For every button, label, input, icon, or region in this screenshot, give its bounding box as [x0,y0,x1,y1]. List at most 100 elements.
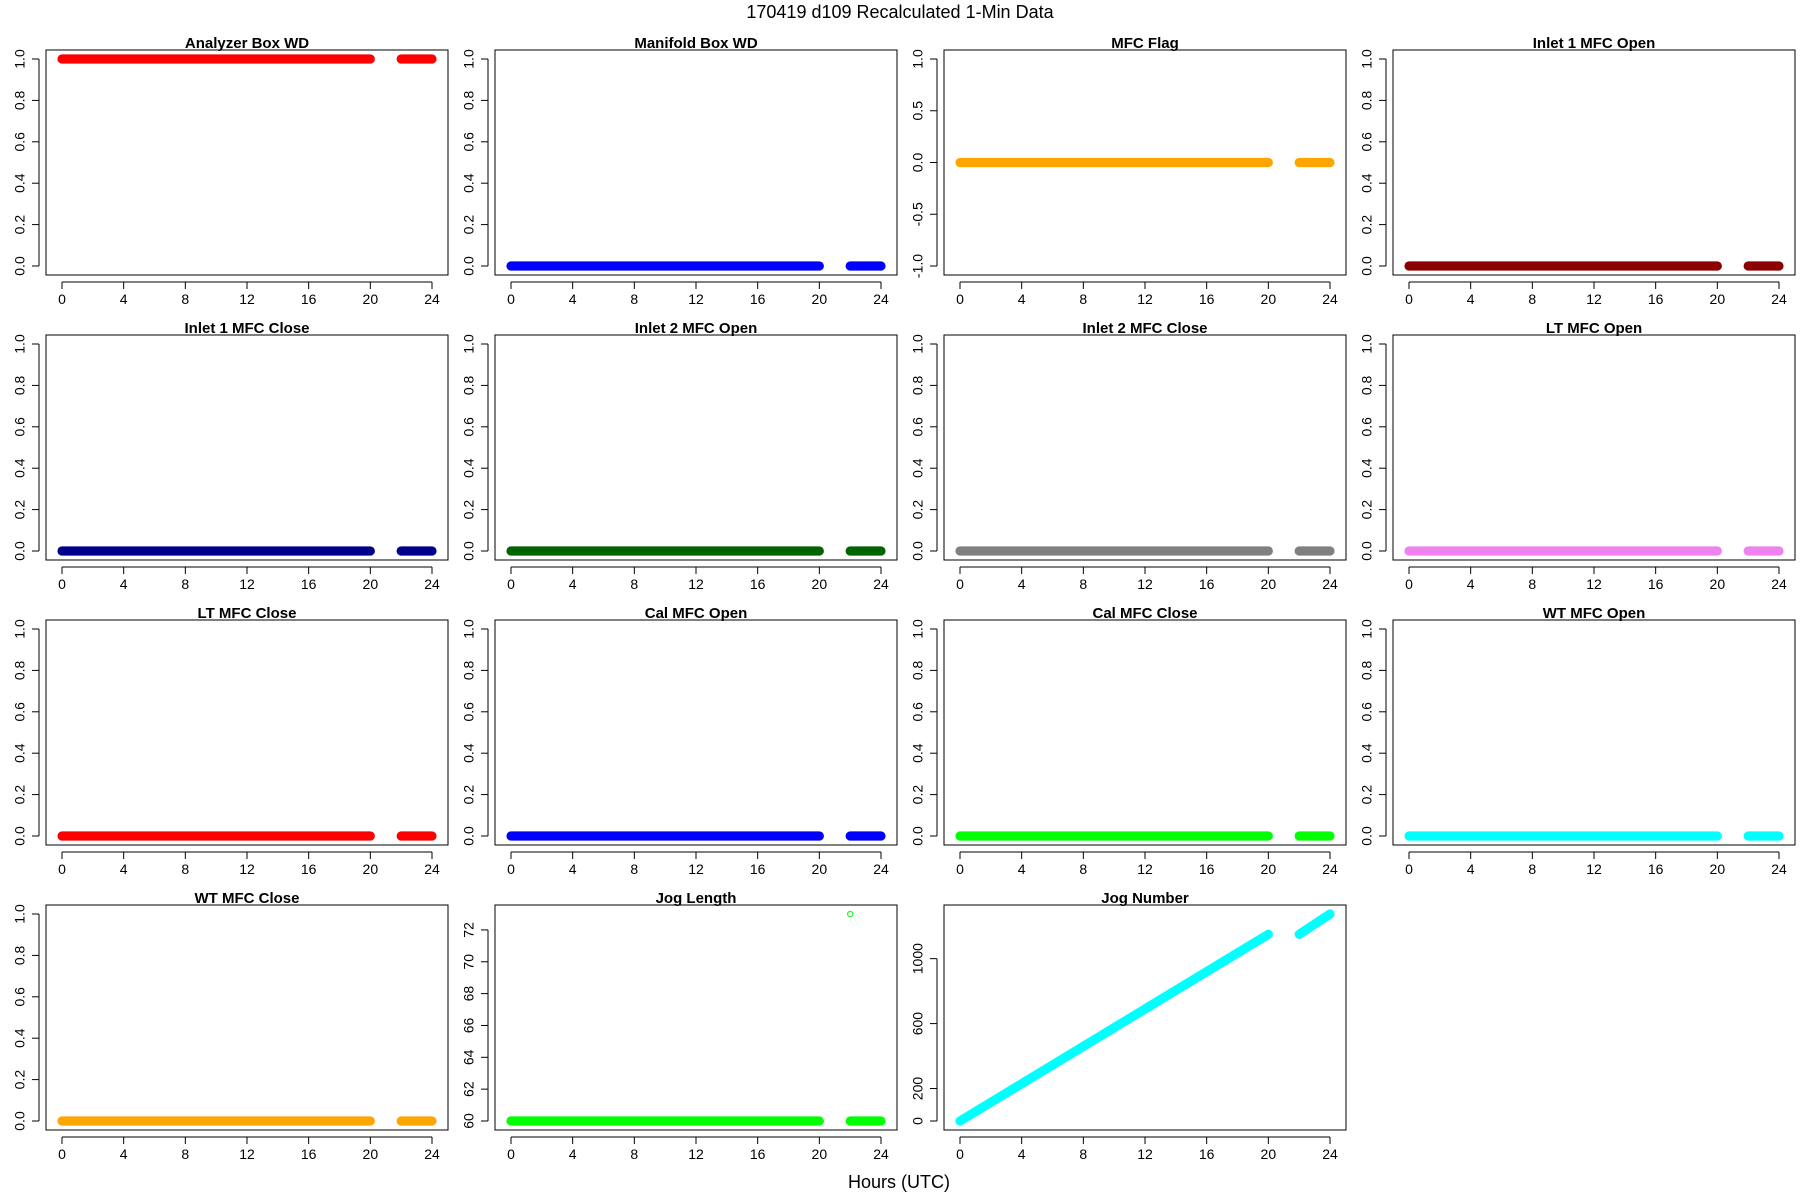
panel-title: Inlet 1 MFC Close [184,320,309,337]
x-tick-label: 4 [120,291,128,307]
x-tick-label: 8 [181,576,189,592]
plot-frame [494,619,898,846]
x-tick-label: 16 [1199,861,1215,877]
x-tick-label: 24 [1322,576,1338,592]
plot-frame [45,49,449,276]
panel: Cal MFC Close 0 4 8 12 16 20 24 0.0 0.2 0.4 0.6 0.8 1… [910,605,1347,877]
y-tick-label: 0.6 [1359,702,1375,722]
x-tick-label: 4 [569,1146,577,1162]
y-tick-label: 0.2 [1359,785,1375,805]
y-tick-label: 0.2 [461,500,477,520]
x-tick-label: 4 [120,1146,128,1162]
y-tick-label: 1000 [910,943,926,974]
panel-title: Analyzer Box WD [185,35,309,52]
y-tick-label: 0.6 [910,417,926,437]
x-tick-label: 0 [58,861,66,877]
y-tick-label: 0.6 [1359,417,1375,437]
x-tick-label: 12 [1137,1146,1153,1162]
x-tick-label: 4 [569,576,577,592]
y-tick-label: 0.8 [1359,375,1375,395]
y-tick-label: 0.8 [12,90,28,110]
x-tick-label: 20 [363,1146,379,1162]
y-tick-label: 0.4 [910,743,926,763]
panel: Jog Length 0 4 8 12 16 20 24 60 62 64 66 68 70 72 [461,890,898,1162]
x-tick-label: 0 [507,576,515,592]
y-tick-label: 0.2 [1359,500,1375,520]
x-tick-label: 16 [301,291,317,307]
y-tick-label: 1.0 [1359,619,1375,639]
x-tick-label: 0 [956,1146,964,1162]
panel-title: Manifold Box WD [634,35,757,52]
x-tick-label: 16 [301,576,317,592]
y-tick-label: 1.0 [1359,334,1375,354]
y-tick-label: 1.0 [910,334,926,354]
x-tick-label: 4 [120,576,128,592]
x-tick-label: 20 [1261,1146,1277,1162]
x-tick-label: 0 [507,861,515,877]
y-tick-label: 0.0 [1359,256,1375,276]
x-tick-label: 4 [120,861,128,877]
x-tick-label: 16 [750,291,766,307]
x-tick-label: 16 [1648,291,1664,307]
x-tick-label: 20 [1710,861,1726,877]
x-tick-label: 4 [1467,576,1475,592]
x-tick-label: 24 [424,1146,440,1162]
y-tick-label: 0.6 [910,702,926,722]
y-tick-label: 0.4 [461,173,477,193]
x-tick-label: 4 [1018,576,1026,592]
y-tick-label: 0.6 [1359,132,1375,152]
y-tick-label: 0.0 [910,541,926,561]
panel: WT MFC Close 0 4 8 12 16 20 24 0.0 0.2 0.4 0.6 0.8 1.… [12,890,449,1162]
y-tick-label: 0.4 [12,1028,28,1048]
y-tick-label: 0.2 [461,785,477,805]
x-tick-label: 12 [1586,576,1602,592]
y-tick-label: 0.0 [12,826,28,846]
panel-title: Inlet 1 MFC Open [1533,35,1656,52]
y-tick-label: 0.4 [12,173,28,193]
y-tick-label: 0.4 [461,743,477,763]
y-tick-label: 68 [461,986,477,1002]
panel-title: Inlet 2 MFC Open [635,320,758,337]
panel: Analyzer Box WD 0 4 8 12 16 20 24 0.0 0.2 0.4 0.6 0.… [12,35,449,307]
data-series-run [955,929,1273,1126]
y-tick-label: 0.8 [12,375,28,395]
x-tick-label: 0 [58,576,66,592]
plot-frame [45,904,449,1131]
x-tick-label: 20 [363,861,379,877]
y-tick-label: 0.8 [461,375,477,395]
panel: WT MFC Open 0 4 8 12 16 20 24 0.0 0.2 0.4 0.6 0.8 1.0 [1359,605,1796,877]
y-tick-label: 0.2 [12,215,28,235]
x-tick-label: 20 [812,576,828,592]
panel-title: Jog Number [1101,890,1189,907]
x-tick-label: 12 [239,1146,255,1162]
y-tick-label: 0.2 [910,785,926,805]
panel-title: WT MFC Open [1543,605,1645,622]
x-tick-label: 8 [630,576,638,592]
x-tick-label: 8 [630,1146,638,1162]
x-tick-label: 20 [363,291,379,307]
plot-frame [943,904,1347,1131]
y-tick-label: 1.0 [12,904,28,924]
x-tick-label: 0 [507,291,515,307]
y-tick-label: 0.4 [12,743,28,763]
x-tick-label: 8 [1528,861,1536,877]
panel: LT MFC Open 0 4 8 12 16 20 24 0.0 0.2 0.4 0.6 0.8 1.0 [1359,320,1796,592]
x-tick-label: 8 [1079,291,1087,307]
panel-title: Jog Length [656,890,737,907]
x-tick-label: 16 [1199,1146,1215,1162]
y-tick-label: 0.8 [1359,660,1375,680]
x-tick-label: 12 [239,291,255,307]
panel: LT MFC Close 0 4 8 12 16 20 24 0.0 0.2 0.4 0.6 0.8 1.… [12,605,449,877]
plot-frame [494,334,898,561]
y-tick-label: 0.0 [461,541,477,561]
y-tick-label: 1.0 [461,334,477,354]
x-tick-label: 16 [1199,576,1215,592]
y-tick-label: 1.0 [461,619,477,639]
panel: Inlet 2 MFC Close 0 4 8 12 16 20 24 0.0 0.2 0.4 0.6… [910,320,1347,592]
x-tick-label: 8 [1079,1146,1087,1162]
y-tick-label: 0.0 [461,826,477,846]
x-tick-label: 4 [1018,291,1026,307]
figure-x-axis-label: Hours (UTC) [848,1172,950,1192]
y-tick-label: 0.6 [12,702,28,722]
y-tick-label: 0.4 [461,458,477,478]
